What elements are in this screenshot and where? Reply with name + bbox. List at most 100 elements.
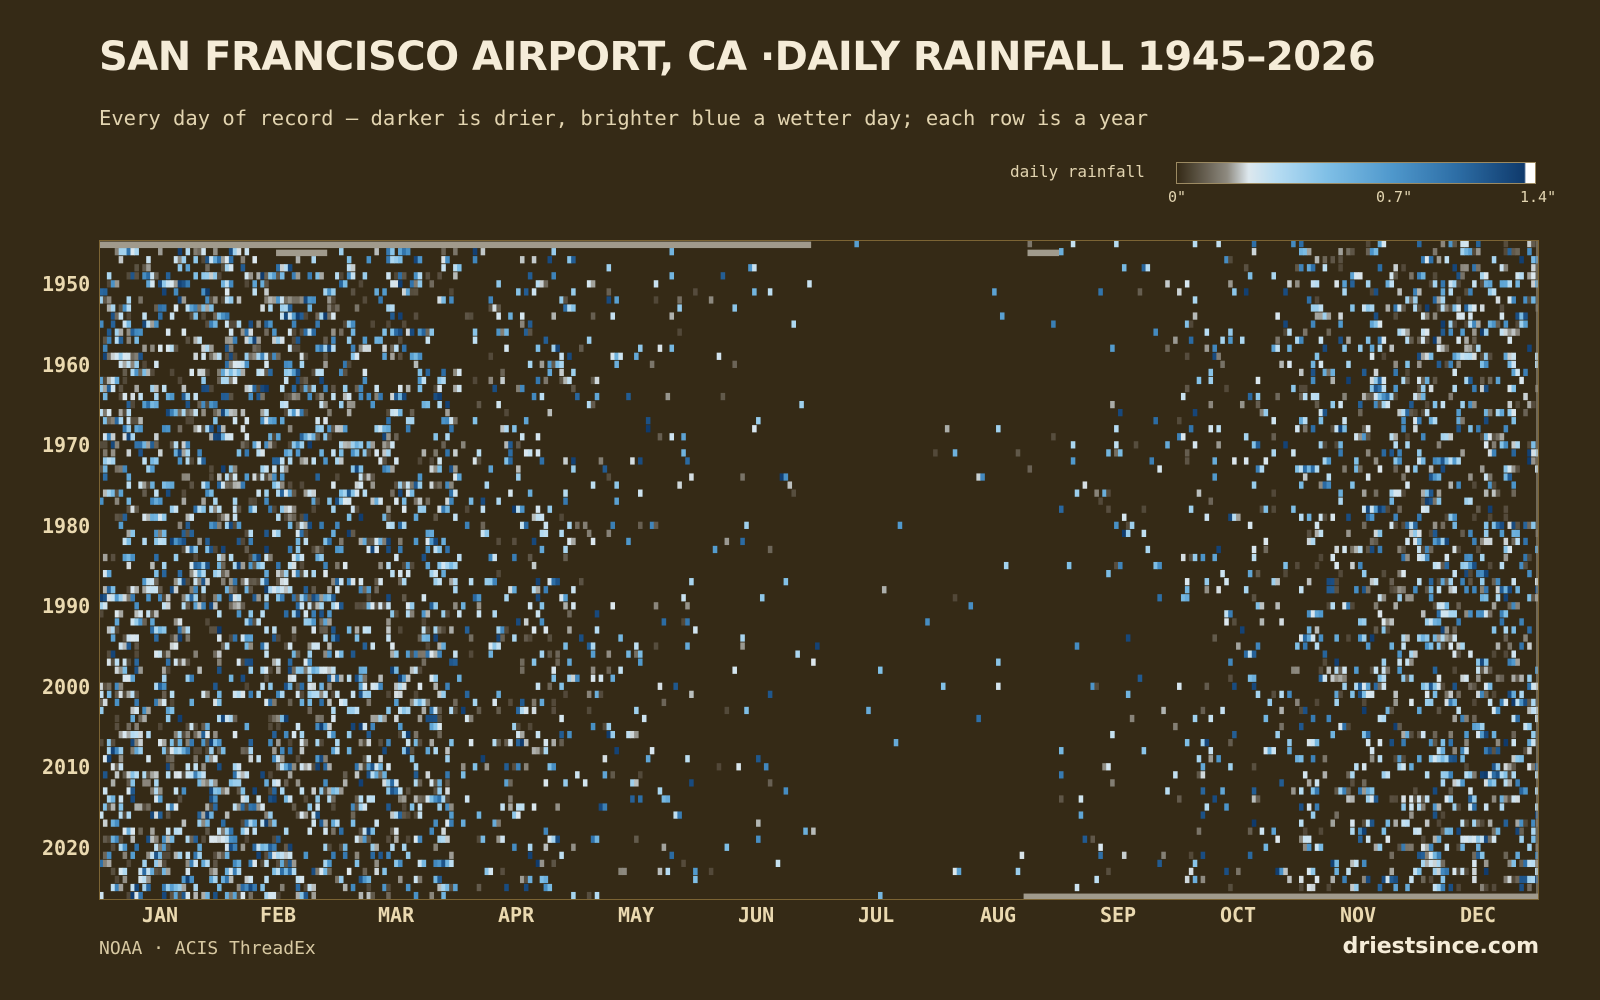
heatmap-cell: [457, 264, 462, 272]
heatmap-cell: [1196, 376, 1202, 385]
heatmap-cell: [449, 739, 454, 747]
heatmap-cell: [299, 296, 305, 304]
heatmap-cell: [421, 650, 427, 658]
heatmap-cell: [217, 570, 222, 578]
heatmap-cell: [114, 771, 120, 779]
heatmap-cell: [460, 441, 466, 449]
heatmap-cell: [283, 312, 289, 320]
heatmap-cell: [433, 787, 438, 795]
heatmap-cell: [130, 272, 136, 280]
heatmap-cell: [1354, 545, 1359, 554]
heatmap-cell: [1247, 521, 1253, 529]
heatmap-cell: [413, 763, 419, 771]
heatmap-cell: [319, 392, 324, 401]
heatmap-cell: [1200, 706, 1206, 715]
heatmap-cell: [279, 586, 285, 594]
heatmap-cell: [1314, 312, 1320, 320]
heatmap-cell: [209, 400, 214, 409]
heatmap-cell: [244, 449, 250, 457]
heatmap-cell: [1503, 626, 1509, 634]
heatmap-cell: [1511, 465, 1516, 473]
heatmap-cell: [1527, 248, 1532, 256]
heatmap-cell: [1503, 851, 1509, 859]
heatmap-cell: [335, 304, 340, 312]
heatmap-cell: [1424, 618, 1430, 626]
heatmap-cell: [311, 433, 316, 441]
heatmap-cell: [102, 682, 108, 690]
heatmap-cell: [1369, 634, 1375, 642]
heatmap-cell: [1334, 658, 1339, 666]
heatmap-cell: [401, 288, 407, 296]
heatmap-cell: [1393, 722, 1398, 731]
heatmap-cell: [311, 594, 316, 602]
heatmap-cell: [543, 376, 549, 385]
heatmap-cell: [531, 698, 537, 707]
heatmap-cell: [401, 344, 407, 352]
heatmap-cell: [1334, 787, 1339, 795]
heatmap-cell: [398, 578, 403, 586]
heatmap-cell: [1401, 570, 1406, 578]
heatmap-cell: [673, 811, 678, 819]
heatmap-cell: [228, 392, 234, 401]
heatmap-cell: [1495, 706, 1501, 715]
heatmap-cell: [386, 851, 391, 859]
heatmap-cell: [1460, 819, 1465, 827]
heatmap-cell: [1350, 561, 1355, 570]
heatmap-cell: [181, 819, 187, 827]
heatmap-cell: [504, 626, 509, 634]
heatmap-cell: [1059, 795, 1064, 803]
heatmap-cell: [134, 650, 139, 658]
heatmap-cell: [1291, 666, 1296, 674]
heatmap-cell: [1405, 819, 1410, 827]
heatmap-cell: [228, 352, 234, 360]
heatmap-cell: [1523, 698, 1528, 707]
heatmap-cell: [614, 360, 619, 368]
heatmap-cell: [1322, 513, 1328, 521]
heatmap-cell: [1310, 264, 1316, 272]
heatmap-cell: [1369, 384, 1375, 393]
heatmap-cell: [220, 481, 226, 489]
heatmap-cell: [1322, 312, 1328, 320]
x-tick-label: JAN: [141, 903, 179, 927]
heatmap-cell: [559, 296, 564, 304]
heatmap-cell: [118, 417, 124, 425]
heatmap-cell: [350, 400, 356, 409]
heatmap-cell: [669, 344, 675, 352]
heatmap-cell: [299, 811, 305, 819]
heatmap-cell: [307, 304, 313, 312]
heatmap-cell: [1511, 690, 1516, 698]
heatmap-cell: [1405, 376, 1410, 385]
heatmap-cell: [165, 803, 171, 811]
heatmap-cell: [177, 795, 183, 803]
heatmap-cell: [1476, 851, 1481, 859]
heatmap-cell: [398, 312, 403, 320]
heatmap-cell: [1440, 320, 1446, 328]
heatmap-cell: [1295, 280, 1300, 288]
heatmap-cell: [122, 537, 128, 546]
heatmap-cell: [610, 352, 616, 360]
heatmap-cell: [244, 722, 250, 731]
heatmap-cell: [154, 553, 159, 562]
heatmap-cell: [653, 296, 659, 304]
heatmap-cell: [1483, 272, 1489, 280]
heatmap-cell: [378, 336, 383, 344]
heatmap-cell: [165, 489, 171, 497]
heatmap-cell: [362, 344, 368, 352]
heatmap-cell: [1306, 513, 1312, 521]
heatmap-cell: [441, 626, 446, 634]
heatmap-cell: [134, 658, 139, 666]
heatmap-cell: [366, 739, 372, 747]
heatmap-cell: [1098, 851, 1103, 859]
heatmap-cell: [1338, 674, 1343, 682]
heatmap-cell: [378, 497, 383, 505]
heatmap-cell: [1487, 682, 1493, 690]
heatmap-cell: [374, 545, 379, 554]
heatmap-cell: [390, 312, 395, 320]
heatmap-cell: [102, 787, 108, 795]
heatmap-cell: [1393, 312, 1398, 320]
heatmap-cell: [1165, 787, 1170, 795]
heatmap-cell: [138, 827, 143, 835]
heatmap-cell: [228, 320, 234, 328]
heatmap-cell: [571, 843, 576, 851]
heatmap-cell: [126, 634, 132, 642]
